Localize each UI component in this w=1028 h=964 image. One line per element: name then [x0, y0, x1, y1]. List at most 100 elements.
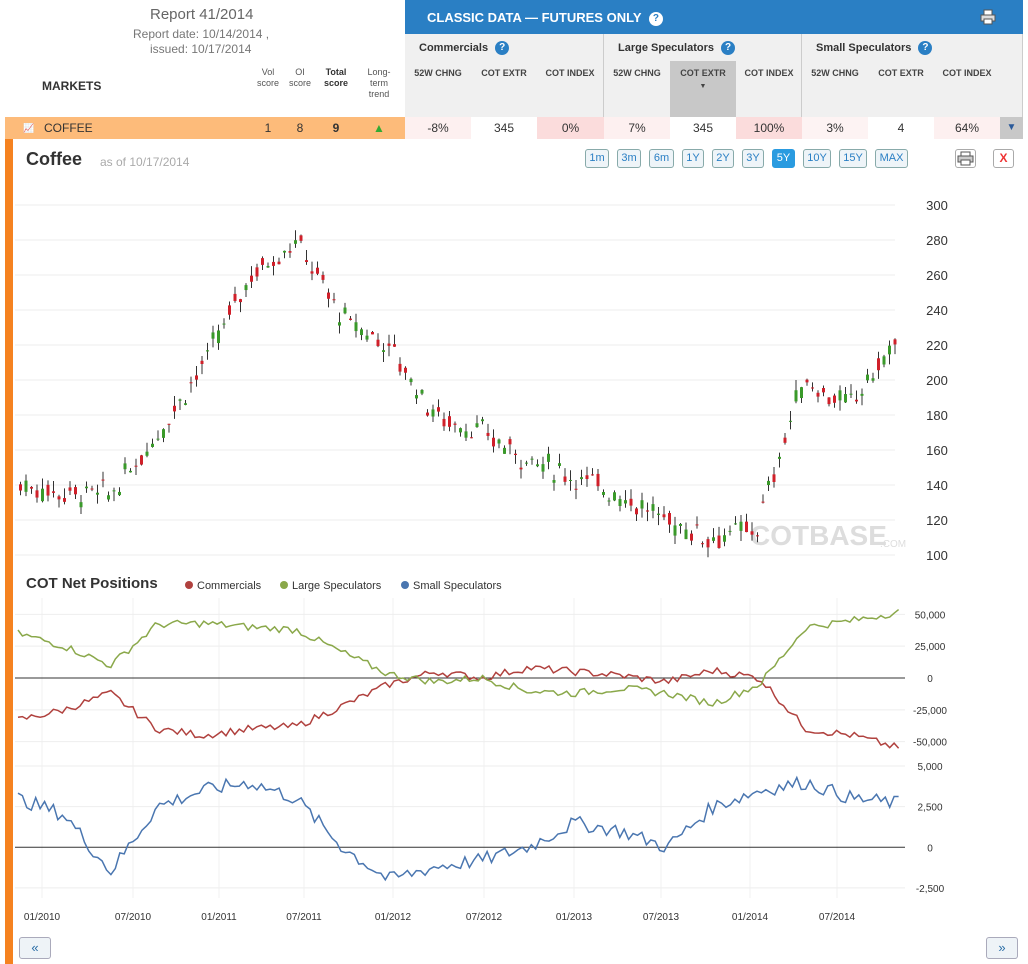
- legend-dot: [185, 581, 193, 589]
- candle-body: [420, 389, 424, 394]
- close-button[interactable]: X: [993, 149, 1014, 168]
- comm-index: 0%: [537, 117, 604, 139]
- watermark-suffix: .COM: [880, 539, 906, 550]
- help-icon[interactable]: ?: [721, 41, 736, 55]
- large-spec-title: Large Speculators: [618, 42, 714, 54]
- range-15y-button[interactable]: 15Y: [839, 149, 867, 168]
- range-10y-button[interactable]: 10Y: [803, 149, 831, 168]
- candle-body: [602, 492, 605, 495]
- y-tick-label: 140: [926, 478, 948, 493]
- col-52w-chng[interactable]: 52W CHNG: [414, 68, 462, 78]
- candle-body: [772, 474, 776, 483]
- candle-body: [222, 323, 226, 325]
- candle-body: [882, 356, 886, 365]
- trend-header[interactable]: Long-term trend: [367, 67, 391, 99]
- candle-body: [585, 475, 589, 479]
- col-cot-extr-sorted[interactable]: COT EXTR ▼: [670, 61, 736, 117]
- candle-body: [327, 292, 330, 299]
- candle-body: [563, 476, 567, 482]
- candle-body: [789, 420, 792, 422]
- total-score-header[interactable]: Total score: [323, 67, 349, 88]
- range-1m-button[interactable]: 1m: [585, 149, 609, 168]
- candle-body: [299, 235, 303, 241]
- candle-body: [52, 491, 55, 493]
- y-tick-label: -25,000: [913, 706, 947, 717]
- printer-icon[interactable]: [980, 9, 996, 25]
- x-tick-label: 07/2014: [819, 912, 856, 923]
- candle-body: [464, 431, 468, 438]
- range-6m-button[interactable]: 6m: [649, 149, 674, 168]
- range-max-button[interactable]: MAX: [875, 149, 908, 168]
- candle-body: [668, 513, 671, 525]
- candle-body: [283, 250, 286, 253]
- ss-52w: 3%: [802, 117, 868, 139]
- x-tick-label: 01/2013: [556, 912, 593, 923]
- candle-body: [30, 486, 33, 489]
- range-5y-button[interactable]: 5Y: [772, 149, 795, 168]
- candle-body: [508, 439, 512, 445]
- candle-body: [514, 453, 517, 455]
- range-3y-button[interactable]: 3Y: [742, 149, 764, 168]
- print-icon[interactable]: [955, 149, 976, 168]
- watermark: COTBASE: [750, 520, 887, 551]
- candle-body: [371, 331, 374, 335]
- vol-score-header[interactable]: Vol score: [256, 67, 279, 88]
- legend-label: Commercials: [197, 580, 262, 592]
- candle-body: [470, 437, 473, 439]
- ls-index: 100%: [736, 117, 802, 139]
- candle-body: [134, 465, 138, 467]
- candle-body: [739, 521, 743, 531]
- candle-body: [811, 387, 814, 389]
- market-name[interactable]: COFFEE: [44, 121, 93, 135]
- next-button[interactable]: »: [986, 937, 1018, 959]
- candle-body: [629, 498, 633, 506]
- range-3m-button[interactable]: 3m: [617, 149, 641, 168]
- candle-body: [107, 495, 110, 500]
- candle-body: [448, 416, 451, 427]
- candle-body: [657, 513, 660, 515]
- col-cot-extr[interactable]: COT EXTR: [878, 68, 924, 78]
- candle-body: [871, 378, 875, 381]
- y-tick-label: 280: [926, 233, 948, 248]
- candle-body: [701, 543, 704, 545]
- candle-body: [261, 258, 264, 265]
- col-cot-index[interactable]: COT INDEX: [942, 68, 992, 78]
- col-52w-chng[interactable]: 52W CHNG: [811, 68, 859, 78]
- prev-button[interactable]: «: [19, 937, 51, 959]
- candle-body: [151, 443, 154, 447]
- y-tick-label: 50,000: [915, 610, 946, 621]
- legend-commercials[interactable]: Commercials: [185, 580, 261, 592]
- range-1y-button[interactable]: 1Y: [682, 149, 704, 168]
- col-cot-index[interactable]: COT INDEX: [545, 68, 595, 78]
- help-icon[interactable]: ?: [648, 12, 663, 26]
- help-icon[interactable]: ?: [918, 41, 933, 55]
- y-tick-label: 2,500: [917, 803, 942, 814]
- candle-body: [574, 488, 578, 490]
- candle-body: [761, 501, 765, 503]
- candle-body: [800, 387, 803, 399]
- col-cot-extr[interactable]: COT EXTR: [481, 68, 527, 78]
- collapse-icon[interactable]: ▼: [1000, 117, 1023, 139]
- candle-body: [277, 261, 281, 265]
- candle-body: [398, 363, 402, 372]
- candle-body: [778, 456, 781, 459]
- candle-body: [294, 240, 297, 244]
- candle-body: [431, 409, 435, 417]
- chart-icon[interactable]: 📈: [23, 123, 35, 133]
- vol-score: 1: [264, 121, 272, 135]
- help-icon[interactable]: ?: [495, 41, 510, 55]
- candle-body: [310, 271, 314, 274]
- candle-body: [486, 432, 490, 436]
- legend-small-spec[interactable]: Small Speculators: [401, 580, 502, 592]
- y-tick-label: 200: [926, 373, 948, 388]
- range-2y-button[interactable]: 2Y: [712, 149, 734, 168]
- col-52w-chng[interactable]: 52W CHNG: [613, 68, 661, 78]
- x-tick-label: 07/2010: [115, 912, 152, 923]
- candle-body: [855, 399, 858, 402]
- oi-score-header[interactable]: OI score: [288, 67, 311, 88]
- report-title: Report 41/2014: [150, 6, 254, 23]
- legend-large-spec[interactable]: Large Speculators: [280, 580, 381, 592]
- candle-body: [541, 464, 545, 472]
- col-cot-index[interactable]: COT INDEX: [744, 68, 794, 78]
- commercials-title: Commercials: [419, 42, 489, 54]
